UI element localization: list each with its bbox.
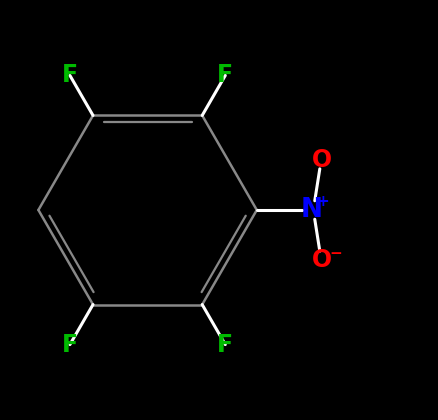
Text: F: F (62, 333, 78, 357)
Text: F: F (217, 333, 233, 357)
Text: O: O (312, 248, 332, 273)
Text: +: + (317, 194, 329, 209)
Text: N: N (300, 197, 322, 223)
Text: −: − (329, 246, 342, 261)
Text: F: F (62, 63, 78, 87)
Text: O: O (312, 147, 332, 172)
Text: F: F (217, 63, 233, 87)
